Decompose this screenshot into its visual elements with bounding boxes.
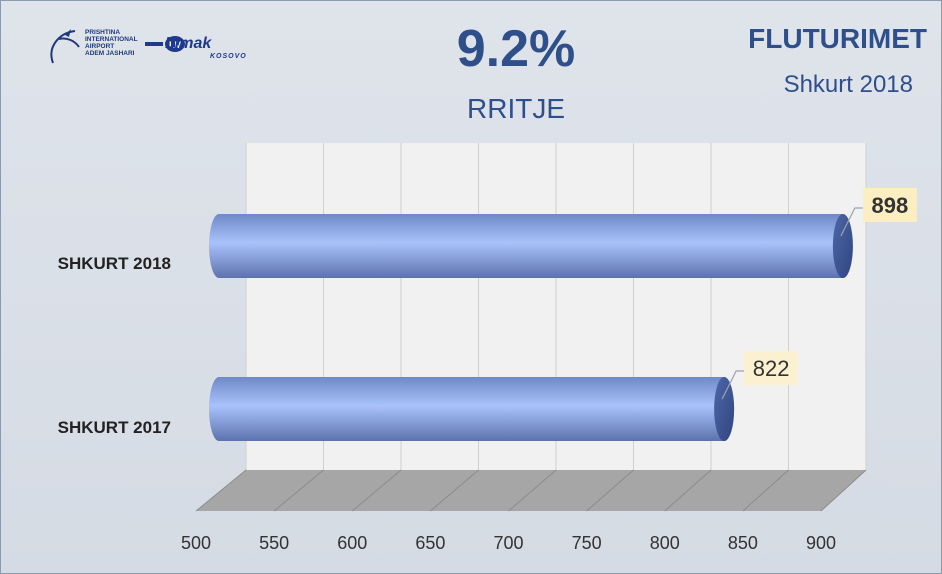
floor-gridline	[742, 469, 789, 512]
x-tick-label: 600	[337, 533, 367, 553]
bar	[209, 377, 735, 441]
chart-title: FLUTURIMET	[748, 23, 927, 54]
x-tick-label: 800	[650, 533, 680, 553]
data-label: 822	[753, 356, 790, 381]
data-label-box	[862, 188, 917, 222]
data-label: 898	[872, 193, 909, 218]
growth-label: RRITJE	[467, 93, 565, 124]
limak-logo-sub: KOSOVO	[210, 53, 247, 60]
category-label: SHKURT 2018	[58, 254, 171, 273]
x-tick-label: 850	[728, 533, 758, 553]
floor-gridline	[664, 469, 712, 512]
x-tick-label: 900	[806, 533, 836, 553]
airport-logo-text: PRISHTINA INTERNATIONAL AIRPORT ADEM JAS…	[85, 29, 138, 57]
x-tick-label: 550	[259, 533, 289, 553]
category-labels: SHKURT 2018 SHKURT 2017	[58, 254, 171, 437]
limak-logo-text: Limak	[165, 35, 212, 52]
bar-end-cap	[832, 214, 853, 278]
floor-gridline	[508, 469, 557, 512]
floor-gridline	[351, 469, 402, 512]
plot-floor	[196, 470, 866, 511]
data-label-box	[744, 351, 799, 385]
leader-line	[721, 370, 745, 400]
x-axis-ticks: 500 550 600 650 700 750 800 850 900	[181, 533, 836, 553]
bar	[209, 214, 853, 278]
floor-gridline	[820, 469, 867, 512]
bar-end-cap	[714, 377, 735, 441]
x-tick-label: 650	[415, 533, 445, 553]
leader-line	[840, 207, 863, 237]
bars	[209, 214, 853, 441]
floor-gridline	[586, 469, 634, 512]
limak-logo-icon: LM	[145, 36, 185, 52]
x-tick-label: 750	[572, 533, 602, 553]
logos: PRISHTINA INTERNATIONAL AIRPORT ADEM JAS…	[45, 27, 275, 77]
growth-percentage: 9.2%	[456, 20, 576, 78]
x-tick-label: 700	[493, 533, 523, 553]
data-labels: 898 822	[721, 188, 917, 400]
floor-gridline	[195, 469, 247, 512]
airport-logo-icon	[50, 29, 80, 64]
category-label: SHKURT 2017	[58, 418, 171, 437]
svg-text:LM: LM	[169, 40, 182, 50]
floor-gridline	[273, 469, 324, 512]
chart-subtitle: Shkurt 2018	[783, 71, 913, 98]
x-tick-label: 500	[181, 533, 211, 553]
floor-gridline	[430, 469, 479, 512]
